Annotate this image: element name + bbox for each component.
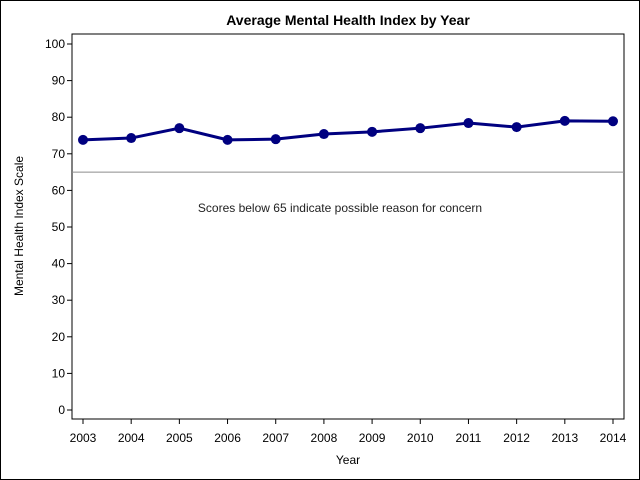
data-point <box>270 134 281 145</box>
y-tick-label: 90 <box>52 74 66 88</box>
x-tick-label: 2007 <box>262 431 289 445</box>
x-tick-label: 2013 <box>551 431 578 445</box>
x-tick-label: 2011 <box>456 431 482 445</box>
data-point <box>463 118 474 129</box>
data-point <box>511 122 522 133</box>
x-tick-label: 2003 <box>70 431 97 445</box>
data-point <box>608 116 618 127</box>
data-point <box>174 123 185 134</box>
data-point <box>78 134 88 145</box>
data-point <box>559 115 570 126</box>
y-tick-label: 100 <box>45 37 65 51</box>
chart-title: Average Mental Health Index by Year <box>226 12 470 28</box>
y-tick-label: 0 <box>58 403 65 417</box>
data-point <box>126 133 137 144</box>
x-tick-label: 2009 <box>359 431 386 445</box>
x-tick-label: 2008 <box>311 431 338 445</box>
x-tick-label: 2005 <box>166 431 193 445</box>
concern-annotation: Scores below 65 indicate possible reason… <box>198 201 482 215</box>
y-tick-label: 60 <box>52 183 66 197</box>
y-tick-label: 40 <box>52 257 66 271</box>
x-tick-label: 2014 <box>600 431 627 445</box>
plot-area <box>71 33 625 420</box>
y-tick-label: 50 <box>52 220 66 234</box>
x-tick-label: 2006 <box>214 431 241 445</box>
y-tick-label: 20 <box>52 330 66 344</box>
x-tick-label: 2010 <box>407 431 434 445</box>
y-axis: 0 10 20 30 40 50 60 70 80 90 100 <box>45 37 72 417</box>
y-tick-label: 30 <box>52 293 66 307</box>
data-point <box>318 129 329 140</box>
data-point <box>367 126 378 137</box>
data-point <box>415 123 426 134</box>
x-axis: 2003 2004 2005 2006 2007 2008 2009 2010 2011 2012… <box>70 419 627 445</box>
series-line <box>82 119 614 142</box>
y-tick-label: 80 <box>52 110 66 124</box>
y-tick-label: 10 <box>52 366 66 380</box>
series-group <box>78 115 618 145</box>
x-tick-label: 2004 <box>118 431 145 445</box>
x-axis-label: Year <box>336 453 360 467</box>
data-point <box>222 134 233 145</box>
y-tick-label: 70 <box>52 147 66 161</box>
x-tick-label: 2012 <box>503 431 530 445</box>
y-axis-label: Mental Health Index Scale <box>12 156 26 296</box>
